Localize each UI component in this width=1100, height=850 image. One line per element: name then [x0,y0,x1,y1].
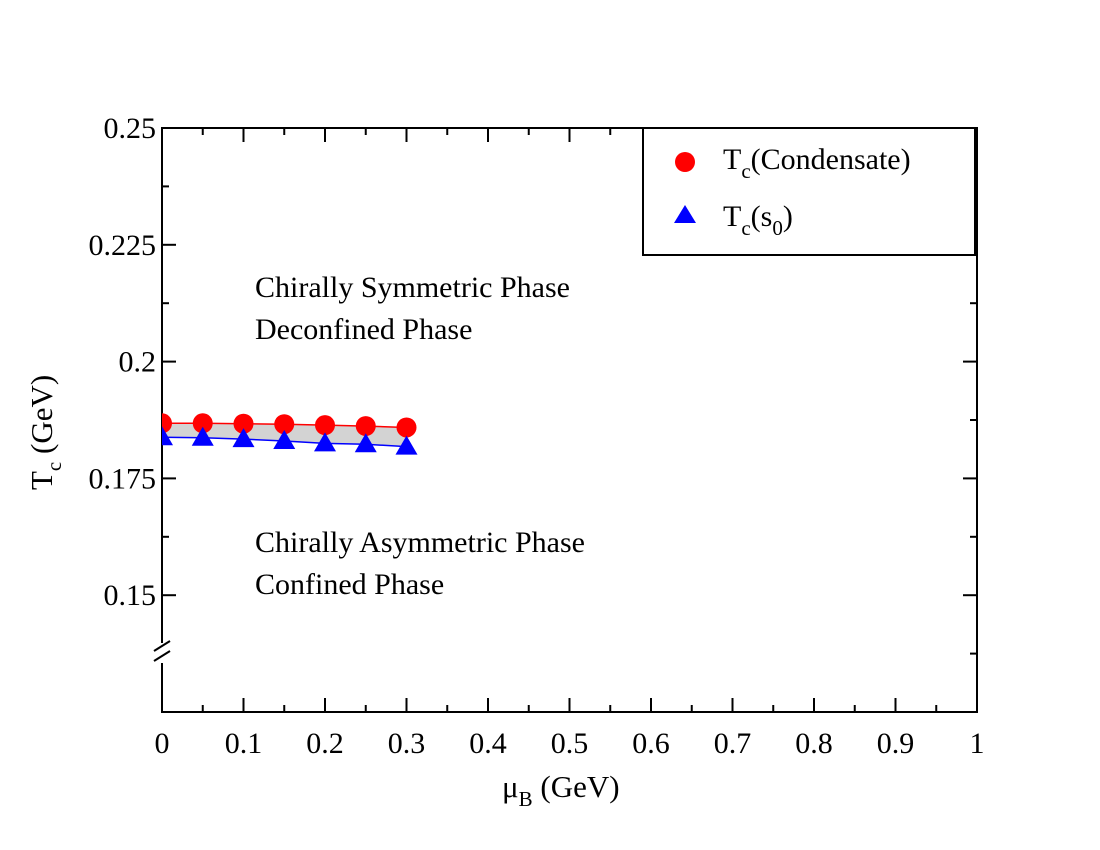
legend-marker-condensate [675,152,695,172]
annotation-symmetric-line1: Chirally Symmetric Phase [255,271,570,304]
point-s0 [354,433,377,453]
y-axis-break [152,640,172,663]
y-tick-labels: 0.15 0.175 0.2 0.225 0.25 [89,112,157,612]
point-s0 [273,430,296,450]
x-tick-label: 0.7 [714,727,752,760]
legend-marker-s0 [674,205,696,223]
x-tick-label: 0.4 [469,727,507,760]
point-condensate [233,413,254,434]
y-tick-label: 0.225 [89,229,157,262]
y-tick-label: 0.25 [104,112,157,145]
point-condensate [274,414,295,435]
y-axis-title: Tc (GeV) [24,375,66,490]
data-layer [162,413,418,455]
legend-box [642,127,976,256]
y-tick-label: 0.175 [89,462,157,495]
legend-label-s0: Tc(s0) [723,200,793,240]
y-tick-label: 0.2 [119,346,157,379]
point-s0 [395,435,418,455]
x-tick-label: 0.8 [795,727,833,760]
x-tick-label: 0.2 [306,727,344,760]
annotation-asymmetric-line2: Confined Phase [255,568,444,601]
annotation-asymmetric-line1: Chirally Asymmetric Phase [255,526,585,559]
x-axis-title: μB (GeV) [502,769,620,811]
point-condensate [192,413,213,434]
x-tick-label: 0 [155,727,170,760]
point-condensate [355,416,376,437]
legend-label-condensate: Tc(Condensate) [723,143,911,183]
x-tick-label: 0.6 [632,727,670,760]
point-s0 [191,426,214,446]
x-tick-label: 1 [970,727,985,760]
x-tick-label: 0.9 [877,727,915,760]
point-s0 [232,428,255,448]
legend: Tc(Condensate) Tc(s0) [642,127,976,256]
annotation-symmetric-line2: Deconfined Phase [255,313,472,346]
point-s0 [314,432,336,452]
point-condensate [396,417,417,438]
x-tick-label: 0.1 [225,727,263,760]
point-condensate [162,413,172,434]
point-s0 [162,426,173,446]
y-tick-label: 0.15 [104,579,157,612]
x-tick-labels: 0 0.1 0.2 0.3 0.4 0.5 0.6 0.7 0.8 0.9 1 [155,727,985,760]
point-condensate [315,415,335,436]
annotation-symmetric: Chirally Symmetric Phase Deconfined Phas… [255,271,570,346]
annotation-asymmetric: Chirally Asymmetric Phase Confined Phase [255,526,585,601]
x-tick-label: 0.5 [551,727,589,760]
x-tick-label: 0.3 [388,727,426,760]
